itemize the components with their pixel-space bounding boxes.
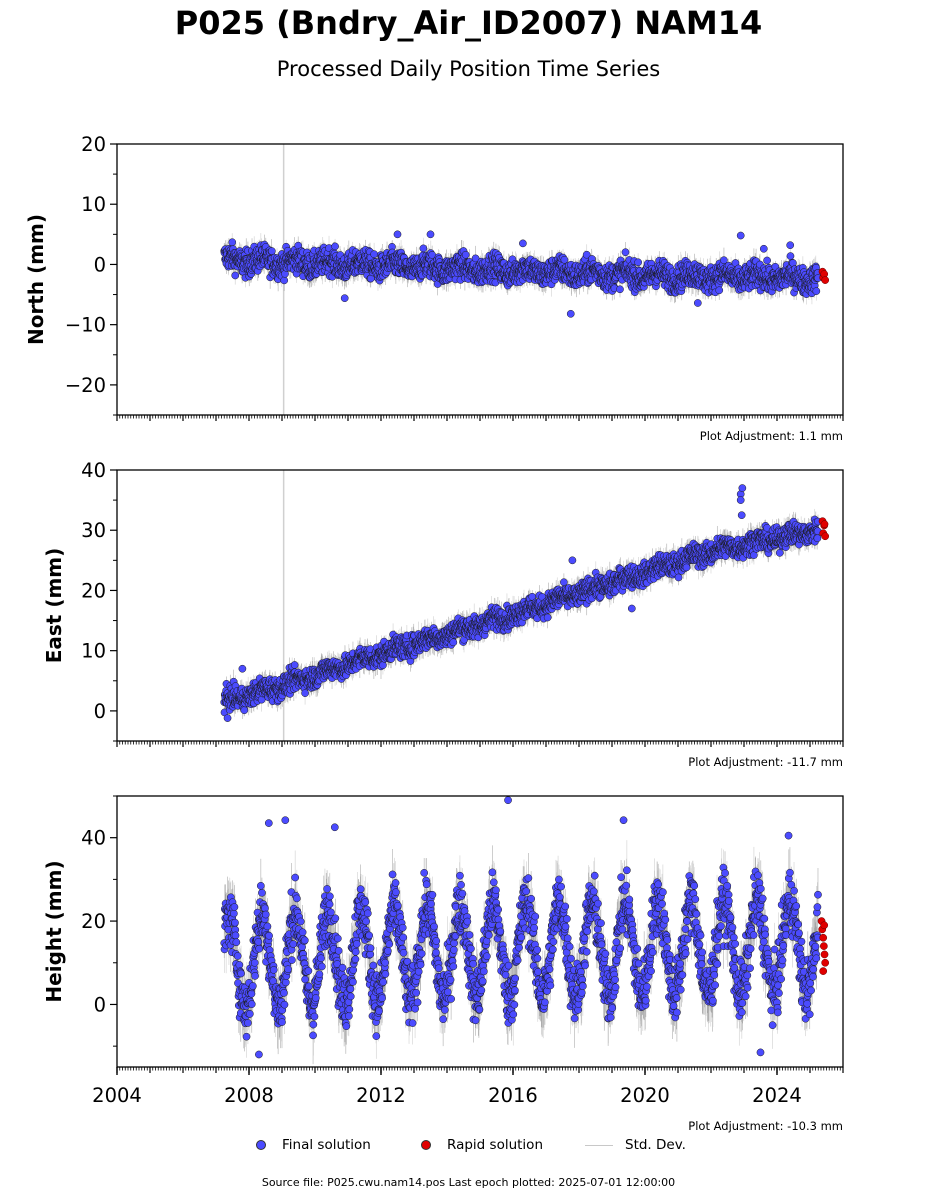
final-point (280, 276, 289, 285)
y-tick-label: −20 (65, 374, 106, 397)
final-point (616, 285, 624, 294)
y-tick-label: 0 (94, 253, 106, 276)
final-point (812, 287, 821, 295)
final-point (786, 252, 795, 260)
y-tick-label: −10 (65, 314, 106, 337)
plot-adjustment: Plot Adjustment: 1.1 mm (700, 429, 843, 443)
final-point (582, 250, 591, 259)
final-point (471, 254, 480, 263)
final-point (228, 238, 237, 247)
final-point (370, 250, 378, 259)
final-point (267, 247, 276, 255)
final-point (693, 299, 702, 307)
final-solution-points (220, 230, 822, 318)
final-point (419, 244, 428, 253)
final-point (715, 286, 724, 295)
final-point (736, 231, 745, 240)
final-point (519, 239, 527, 248)
final-point (720, 256, 728, 265)
rapid-solution-points (818, 267, 830, 284)
north-panel: −20 −10 0 10 20 North (mm) Plot Adjustment: 1.… (24, 133, 844, 443)
final-point (340, 294, 349, 303)
final-point (759, 244, 768, 253)
final-point (461, 250, 470, 259)
y-tick-label: 10 (81, 193, 106, 216)
final-point (763, 256, 771, 265)
final-point (786, 241, 795, 250)
plot-area (220, 144, 830, 415)
final-point (621, 248, 630, 257)
chart-title: P025 (Bndry_Air_ID2007) NAM14 (174, 4, 763, 42)
final-point (560, 255, 569, 264)
final-point (426, 230, 435, 239)
final-point (393, 230, 402, 239)
y-tick-label: 20 (81, 133, 106, 156)
final-point (331, 242, 339, 251)
final-point (566, 309, 575, 318)
final-point (634, 258, 642, 267)
y-axis-label: North (mm) (24, 214, 48, 345)
rapid-point (821, 276, 830, 284)
chart-subtitle: Processed Daily Position Time Series (276, 57, 661, 81)
plot-area (220, 470, 830, 741)
final-point (231, 271, 240, 280)
